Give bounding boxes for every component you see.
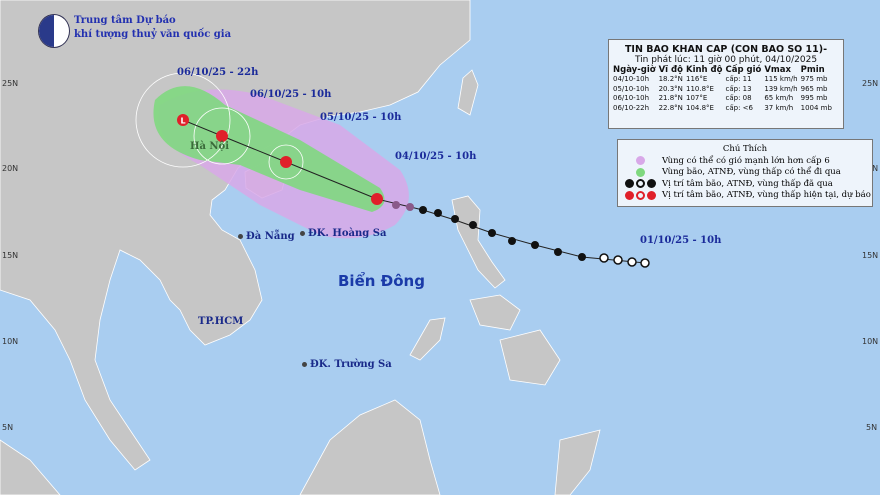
- place-danang: Đà Nẵng: [238, 231, 295, 242]
- legend-item: Vị trí tâm bão, ATNĐ, vùng thấp đã qua: [618, 178, 872, 190]
- past-position-icons: [618, 179, 662, 189]
- logo-line-1: Trung tâm Dự báo: [74, 15, 176, 26]
- current-position-icons: [618, 190, 662, 200]
- column-header: Ngày-giờ: [613, 65, 656, 75]
- sea-label: Biển Đông: [338, 272, 425, 290]
- lat-label: 5N: [2, 423, 14, 432]
- svg-text:L: L: [181, 117, 186, 126]
- column-header: Kinh độ: [685, 65, 723, 75]
- storm-zone-swatch-icon: [635, 167, 645, 177]
- legend-item: Vị trí tâm bão, ATNĐ, vùng thấp hiện tại…: [618, 190, 872, 202]
- legend-item: Vùng bão, ATNĐ, vùng thấp có thể đi qua: [618, 167, 872, 179]
- time-label: 01/10/25 - 10h: [640, 235, 722, 246]
- table-row: 06/10-22h 22.8°N 104.8°E cấp: <6 37 km/h 1004…: [613, 103, 832, 112]
- table-row: 04/10-10h 18.2°N 116°E cấp: 11 115 km/h 975 m…: [613, 75, 828, 83]
- nchmf-logo: Trung tâm Dự báo khí tượng thuỷ văn quốc…: [38, 14, 231, 48]
- low-pressure-icon: [177, 114, 189, 126]
- time-label: 06/10/25 - 22h: [177, 67, 259, 78]
- bulletin-title: TIN BAO KHAN CAP (CON BAO SO 11)-: [624, 44, 828, 55]
- forecast-positions: L: [177, 114, 383, 205]
- legend-title: Chú Thích: [722, 144, 768, 154]
- column-header: Vĩ độ: [658, 65, 683, 75]
- lat-label: 20N: [2, 164, 19, 173]
- wind-zone-swatch-icon: [635, 156, 645, 166]
- column-header: Vmax: [764, 65, 791, 75]
- column-header: Pmin: [800, 65, 825, 75]
- legend-item: Vùng có thể có gió mạnh lớn hơn cấp 6: [618, 155, 872, 167]
- landmass: [0, 0, 601, 495]
- lat-label: 25N: [862, 79, 879, 88]
- time-label: 04/10/25 - 10h: [395, 151, 477, 162]
- bulletin-box: TIN BAO KHAN CAP (CON BAO SO 11)- Tin ph…: [608, 39, 844, 129]
- forecast-track-line: [182, 119, 378, 200]
- place-hcm: TP.HCM: [198, 316, 244, 327]
- table-row: 06/10-10h 21.8°N 107°E cấp: 08 65 km/h 995 mb: [613, 94, 828, 102]
- place-hanoi: Hà Nội: [190, 141, 230, 152]
- storm-icon: [280, 156, 292, 168]
- time-label: 06/10/25 - 10h: [250, 89, 332, 100]
- lat-label: 10N: [2, 337, 19, 346]
- emblem-icon: [38, 14, 70, 48]
- lat-label: 15N: [862, 251, 879, 260]
- bulletin-issued: Tin phát lúc: 11 giờ 00 phút, 04/10/2025: [634, 55, 818, 65]
- lat-label: 15N: [2, 251, 19, 260]
- logo-line-2: khí tượng thuỷ văn quốc gia: [74, 29, 232, 40]
- table-row: 05/10-10h 20.3°N 110.8°E cấp: 13 139 km/h 965…: [613, 84, 828, 93]
- column-header: Cấp gió: [725, 65, 762, 75]
- lat-label: 10N: [862, 337, 879, 346]
- lat-label: 5N: [866, 423, 878, 432]
- bulletin-table: Ngày-giờ Vĩ độ Kinh độ Cấp gió Vmax Pmin…: [613, 65, 835, 113]
- storm-icon: [216, 130, 228, 142]
- time-label: 05/10/25 - 10h: [320, 112, 402, 123]
- lat-label: 25N: [2, 79, 19, 88]
- storm-icon: [371, 193, 383, 205]
- storm-path-zone: [153, 86, 385, 212]
- legend-box: Chú Thích Vùng có thể có gió mạnh lớn hơ…: [617, 139, 873, 207]
- uncertainty-circles: [135, 72, 304, 180]
- place-hoangsa: ĐK. Hoàng Sa: [300, 228, 386, 239]
- past-positions: [392, 201, 650, 268]
- place-truongsa: ĐK. Trường Sa: [302, 359, 392, 370]
